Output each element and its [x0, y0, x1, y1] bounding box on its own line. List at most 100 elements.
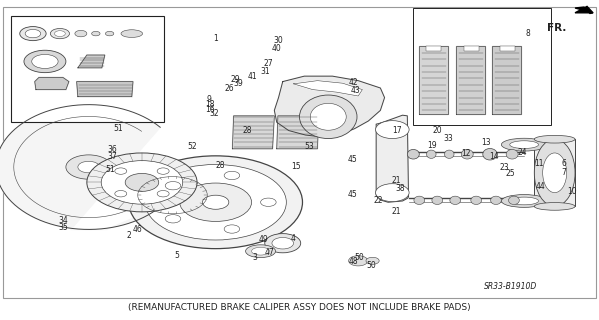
Text: 9: 9: [206, 95, 211, 104]
Ellipse shape: [506, 149, 518, 159]
Text: 20: 20: [432, 126, 442, 135]
Text: 48: 48: [349, 257, 358, 266]
Bar: [464, 46, 479, 51]
Circle shape: [202, 195, 229, 209]
Circle shape: [115, 168, 127, 174]
Text: 38: 38: [395, 184, 405, 193]
Circle shape: [224, 171, 240, 180]
Bar: [534, 139, 575, 206]
Text: 47: 47: [265, 248, 274, 257]
Text: 44: 44: [536, 182, 545, 191]
Polygon shape: [376, 115, 409, 202]
Text: 23: 23: [500, 163, 509, 172]
Text: 37: 37: [108, 152, 117, 161]
Text: 33: 33: [443, 134, 453, 143]
Text: 53: 53: [305, 142, 314, 151]
Text: 7: 7: [562, 168, 567, 177]
Circle shape: [261, 198, 276, 206]
Polygon shape: [78, 55, 105, 68]
Ellipse shape: [483, 148, 497, 160]
Text: 1: 1: [213, 34, 218, 43]
Text: 29: 29: [231, 75, 240, 84]
Circle shape: [105, 31, 114, 36]
Text: 45: 45: [348, 155, 358, 164]
Text: 36: 36: [108, 145, 117, 154]
Ellipse shape: [510, 197, 539, 205]
Text: 2: 2: [126, 231, 131, 240]
Circle shape: [165, 181, 181, 190]
Text: (REMANUFACTURED BRAKE CALIPER ASSY DOES NOT INCLUDE BRAKE PADS): (REMANUFACTURED BRAKE CALIPER ASSY DOES …: [128, 303, 471, 312]
Text: 28: 28: [242, 126, 252, 135]
Polygon shape: [575, 7, 593, 13]
Polygon shape: [575, 6, 593, 13]
Polygon shape: [294, 81, 362, 96]
Text: 27: 27: [264, 59, 273, 68]
Ellipse shape: [252, 247, 270, 255]
Text: 50: 50: [367, 261, 376, 270]
Ellipse shape: [121, 30, 143, 37]
Circle shape: [20, 27, 46, 41]
Circle shape: [376, 121, 409, 139]
Bar: [500, 46, 515, 51]
Circle shape: [66, 155, 111, 179]
Polygon shape: [492, 46, 521, 114]
Circle shape: [376, 184, 409, 202]
Polygon shape: [0, 105, 160, 229]
Text: 21: 21: [392, 207, 401, 216]
Circle shape: [165, 215, 181, 223]
Polygon shape: [35, 77, 69, 90]
Circle shape: [92, 31, 100, 36]
Text: 32: 32: [209, 109, 219, 118]
Text: 21: 21: [392, 176, 401, 185]
Text: 4: 4: [291, 234, 296, 243]
Circle shape: [224, 225, 240, 233]
Text: 10: 10: [567, 188, 577, 196]
Text: 19: 19: [428, 141, 437, 150]
Text: 45: 45: [348, 190, 358, 199]
Text: 30: 30: [273, 36, 283, 45]
Text: 46: 46: [133, 225, 143, 234]
Text: 24: 24: [518, 148, 527, 157]
Ellipse shape: [461, 149, 473, 159]
Ellipse shape: [432, 196, 443, 204]
Circle shape: [32, 54, 58, 68]
Text: 11: 11: [534, 159, 544, 168]
Text: SR33-B1910D: SR33-B1910D: [484, 282, 537, 291]
Ellipse shape: [300, 95, 357, 139]
Text: 50: 50: [355, 253, 364, 262]
Text: 8: 8: [526, 29, 531, 38]
Text: 17: 17: [392, 126, 401, 135]
Circle shape: [145, 164, 286, 240]
Text: 51: 51: [113, 124, 123, 133]
Circle shape: [180, 183, 252, 221]
Bar: [426, 46, 441, 51]
Text: 25: 25: [506, 169, 515, 178]
Circle shape: [272, 237, 294, 249]
Circle shape: [25, 29, 41, 38]
Circle shape: [24, 50, 66, 73]
Text: 34: 34: [58, 216, 68, 225]
Polygon shape: [274, 76, 385, 137]
Text: 40: 40: [272, 44, 282, 52]
Text: 43: 43: [351, 86, 361, 95]
Ellipse shape: [509, 196, 519, 204]
Text: 15: 15: [292, 162, 301, 171]
Ellipse shape: [510, 141, 539, 148]
Ellipse shape: [501, 138, 547, 151]
Circle shape: [50, 28, 69, 39]
Ellipse shape: [246, 245, 276, 258]
Text: 12: 12: [461, 149, 471, 158]
Text: 22: 22: [374, 196, 383, 204]
Text: 52: 52: [187, 142, 196, 151]
Circle shape: [157, 190, 169, 197]
Circle shape: [55, 31, 65, 36]
Ellipse shape: [471, 196, 482, 204]
Text: 6: 6: [562, 159, 567, 168]
Bar: [11, 16, 164, 122]
Text: 51: 51: [105, 165, 115, 174]
Circle shape: [78, 161, 99, 173]
Text: 18: 18: [205, 100, 214, 109]
Ellipse shape: [310, 103, 346, 130]
Ellipse shape: [534, 203, 575, 210]
Ellipse shape: [414, 196, 425, 204]
